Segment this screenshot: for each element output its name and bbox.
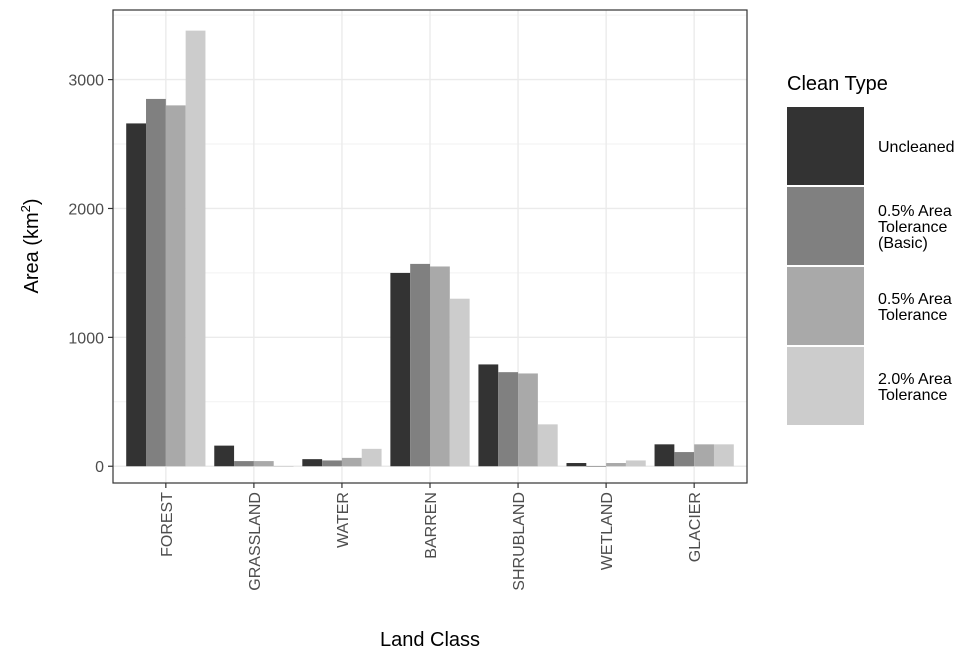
bar-grassland-series-3 — [253, 461, 274, 467]
bar-shrubland-series-1 — [478, 364, 499, 467]
legend-label-series-2: 0.5% Area Tolerance (Basic) — [878, 203, 952, 252]
bar-wetland-series-3 — [606, 463, 626, 467]
x-tick-label-wetland: WETLAND — [599, 492, 616, 570]
x-tick-label-shrubland: SHRUBLAND — [511, 492, 528, 591]
legend-key-series-1 — [787, 107, 864, 185]
bar-shrubland-series-4 — [537, 424, 558, 467]
legend-label-line: (Basic) — [878, 235, 928, 252]
legend-label-line: Tolerance — [878, 307, 947, 324]
x-tick-label-water: WATER — [335, 492, 352, 548]
x-tick-label-grassland: GRASSLAND — [247, 492, 264, 591]
legend-label-line: 0.5% Area — [878, 291, 952, 308]
bar-grassland-series-1 — [214, 445, 235, 467]
x-tick-label-forest: FOREST — [159, 492, 176, 557]
legend-label-line: Tolerance — [878, 387, 947, 404]
bar-grassland-series-4 — [273, 466, 294, 467]
y-axis-title: Area (km2) — [18, 198, 43, 293]
legend-label-series-1: Uncleaned — [878, 139, 955, 156]
x-tick-label-glacier: GLACIER — [687, 492, 704, 562]
legend-label-line: Uncleaned — [878, 139, 955, 156]
bar-water-series-1 — [302, 459, 323, 467]
bar-water-series-3 — [341, 457, 362, 467]
y-tick-label: 0 — [95, 459, 104, 476]
bar-shrubland-series-3 — [518, 373, 538, 467]
grid-major — [113, 10, 747, 483]
legend-key-series-4 — [787, 347, 864, 425]
y-tick-label: 3000 — [68, 73, 104, 90]
legend-label-line: 0.5% Area — [878, 203, 952, 220]
x-tick-label-barren: BARREN — [423, 492, 440, 559]
legend-title: Clean Type — [787, 73, 888, 95]
bar-water-series-4 — [361, 448, 382, 467]
legend-key-series-2 — [787, 187, 864, 265]
bar-glacier-series-1 — [654, 444, 675, 467]
y-tick-label: 1000 — [68, 330, 104, 347]
legend-key-series-3 — [787, 267, 864, 345]
y-axis-title-superscript: 2 — [18, 205, 33, 212]
bar-glacier-series-4 — [713, 444, 734, 467]
y-axis-title-suffix: ) — [21, 198, 43, 205]
bar-shrubland-series-2 — [498, 372, 519, 467]
bar-barren-series-3 — [430, 266, 450, 467]
legend-label-series-4: 2.0% Area Tolerance — [878, 371, 952, 404]
bar-glacier-series-2 — [674, 452, 695, 467]
bar-barren-series-2 — [410, 263, 430, 467]
legend-label-series-3: 0.5% Area Tolerance — [878, 291, 952, 324]
bars — [126, 30, 734, 467]
bar-forest-series-1 — [126, 123, 147, 467]
bar-barren-series-4 — [449, 298, 470, 467]
x-axis: FOREST GRASSLAND WATER BARREN SHRUBLAND WETLA… — [159, 483, 704, 591]
bar-forest-series-4 — [185, 30, 206, 467]
bar-water-series-2 — [322, 460, 342, 467]
bar-wetland-series-4 — [625, 460, 646, 467]
bar-glacier-series-3 — [694, 444, 714, 467]
y-axis-title-text: Area (km — [21, 212, 43, 293]
y-tick-label: 2000 — [68, 201, 104, 218]
y-axis: 0 1000 2000 3000 — [68, 73, 113, 476]
legend-label-line: Tolerance — [878, 219, 947, 236]
bar-forest-series-3 — [165, 105, 186, 467]
bar-wetland-series-2 — [586, 466, 607, 467]
bar-wetland-series-1 — [566, 463, 587, 467]
bar-barren-series-1 — [390, 272, 411, 467]
bar-grassland-series-2 — [234, 461, 254, 467]
x-axis-title: Land Class — [380, 629, 480, 651]
legend-label-line: 2.0% Area — [878, 371, 952, 388]
bar-forest-series-2 — [146, 98, 166, 467]
